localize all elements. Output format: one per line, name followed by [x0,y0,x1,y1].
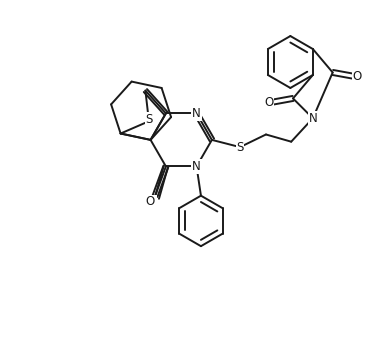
Text: N: N [308,112,317,125]
Text: N: N [192,160,201,173]
Text: O: O [147,196,156,209]
Text: O: O [352,70,361,83]
Text: S: S [145,113,152,126]
Text: O: O [146,195,155,208]
Text: N: N [192,107,201,120]
Text: S: S [236,140,244,153]
Text: O: O [264,96,273,109]
